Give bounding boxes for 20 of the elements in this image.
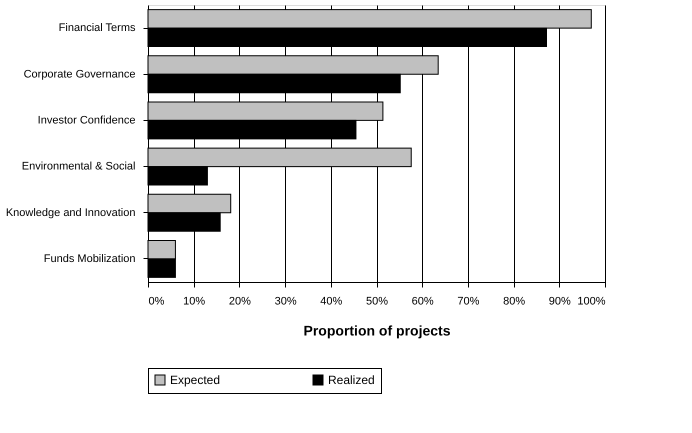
x-tick-label: 50% xyxy=(366,296,388,308)
x-tick-label: 10% xyxy=(183,296,206,308)
x-tick-label: 100% xyxy=(577,296,606,308)
x-axis-title: Proportion of projects xyxy=(304,322,451,338)
y-tick-label: Funds Mobilization xyxy=(44,252,136,265)
x-tick-label: 30% xyxy=(274,296,297,308)
x-tick-label: 90% xyxy=(548,296,572,308)
x-tick-label: 70% xyxy=(457,296,480,308)
x-tick-label: 0% xyxy=(148,296,165,308)
legend-label: Realized xyxy=(328,373,375,387)
y-tick-label: Knowledge and Innovation xyxy=(6,206,136,219)
x-tick-label: 40% xyxy=(320,296,343,308)
y-tick-label: Corporate Governance xyxy=(24,68,136,80)
y-tick-label: Environmental & Social xyxy=(22,160,136,173)
x-tick-label: 60% xyxy=(412,296,434,308)
legend-label: Expected xyxy=(170,373,220,387)
y-tick-label: Financial Terms xyxy=(58,22,136,34)
x-tick-label: 20% xyxy=(228,296,252,308)
x-tick-label: 80% xyxy=(503,296,526,308)
y-tick-label: Investor Confidence xyxy=(38,114,136,126)
